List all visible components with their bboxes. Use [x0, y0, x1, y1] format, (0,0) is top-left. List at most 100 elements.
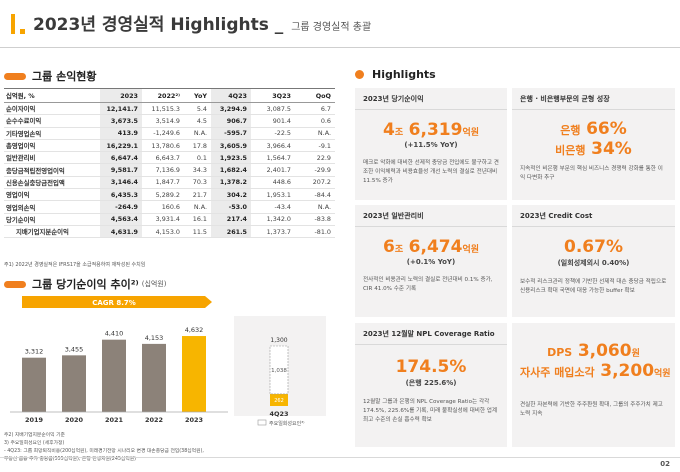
table-cell: -595.7 — [211, 127, 251, 140]
section-pill-icon — [4, 72, 26, 80]
table-cell: 4,153.0 — [142, 225, 184, 239]
card-paren: (+0.1% YoY) — [406, 258, 456, 266]
card-paren: (일회성제외시 0.40%) — [557, 259, 630, 267]
card-desc: 보수적 리스크관리 정책에 기반한 선제적 대손 충당금 적립으로 신용리스크 … — [520, 279, 667, 294]
table-cell: 217.4 — [211, 213, 251, 226]
table-cell: -53.0 — [211, 200, 251, 214]
line1-label: 은행 — [560, 124, 581, 137]
table-cell: 3,514.9 — [142, 114, 184, 128]
table-cell: 1,682.4 — [211, 163, 251, 177]
table-cell: -264.9 — [100, 200, 142, 214]
table-row: 신용손실충당금전입액 3,146.4 1,847.7 70.3 1,378.2 448.6… — [4, 176, 335, 190]
x-tick-label: 2022 — [145, 416, 163, 424]
table-cell: 304.2 — [211, 188, 251, 202]
chart-unit-label: (십억원) — [141, 280, 167, 288]
card-line2: 비은행 34% — [520, 139, 667, 159]
x-tick-label: 2021 — [105, 416, 124, 424]
table-cell: 4.5 — [184, 114, 211, 128]
table-cell: 16.1 — [184, 213, 211, 226]
table-cell: 1,373.7 — [251, 225, 295, 239]
table-cell: 3,931.4 — [142, 213, 184, 226]
table-row: 당기순이익 4,563.4 3,931.4 16.1 217.4 1,342.0 -83.8 — [4, 213, 335, 226]
chart-section-title: 그룹 당기순이익 추이²⁾ (십억원) — [4, 276, 167, 292]
row-label: 총영업이익 — [4, 139, 100, 153]
table-cell: N.A. — [295, 200, 335, 214]
highlights-title: Highlights — [355, 68, 436, 81]
table-row: 순수수료이익 3,673.5 3,514.9 4.5 906.7 901.4 0.6 — [4, 114, 335, 128]
col-header-2022: 2022²⁾ — [142, 88, 184, 103]
table-cell: -22.5 — [251, 127, 295, 140]
quarter-total-label: 1,300 — [270, 337, 287, 344]
table-cell: -1,249.6 — [142, 127, 184, 140]
chart-footnotes: 주2) 지배기업지분순이익 기준 3) 주요일회성요인 (세후가정) - 4Q2… — [4, 432, 204, 464]
table-cell: 261.5 — [211, 225, 251, 239]
bar-value-label: 4,410 — [105, 330, 124, 338]
table-header-row: 십억원, % 2023 2022²⁾ YoY 4Q23 3Q23 QoQ — [4, 88, 335, 103]
bar-2022 — [142, 343, 166, 412]
card-desc: 전사적인 비용관리 노력의 결실로 전년대비 0.1% 증가, CIR 41.0… — [363, 277, 493, 292]
card-sga: 2023년 일반관리비 6조 6,474억원 (+0.1% YoY) 전사적인 … — [355, 205, 507, 317]
header-accent-bar — [11, 14, 15, 34]
table-cell: 70.3 — [184, 176, 211, 190]
table-cell: 6,435.3 — [100, 188, 142, 202]
table-cell: -43.4 — [251, 200, 295, 214]
card-head: 2023년 일반관리비 — [355, 205, 507, 227]
table-cell: 1,847.7 — [142, 176, 184, 190]
table-row: 지배기업지분순이익 4,631.9 4,153.0 11.5 261.5 1,373.7-… — [4, 225, 335, 239]
page-subtitle: 그룹 경영실적 총괄 — [291, 22, 372, 33]
table-cell: 901.4 — [251, 114, 295, 128]
section-pill-icon — [4, 280, 26, 288]
table-cell: 5.4 — [184, 102, 211, 116]
bar-2023 — [182, 336, 206, 412]
line2-value: 3,200 — [600, 361, 655, 381]
line1-unit: 원 — [631, 349, 640, 359]
card-line2: 자사주 매입소각 3,200억원 — [520, 361, 671, 381]
big-pre: 6 — [382, 237, 395, 257]
highlights-title-text: Highlights — [372, 68, 436, 81]
page-number: 02 — [660, 460, 670, 468]
net-income-chart: 3,312 2019 3,455 2020 4,410 2021 4,153 2022 4,63… — [10, 296, 326, 427]
table-row: 기타영업손익 413.9 -1,249.6 N.A. -595.7 -22.5 N.A. — [4, 127, 335, 140]
income-table: 십억원, % 2023 2022²⁾ YoY 4Q23 3Q23 QoQ 순이자… — [4, 88, 335, 239]
line1-value: 3,060 — [577, 341, 632, 361]
row-label: 충당금적립전영업이익 — [4, 163, 100, 177]
header-accent-dot — [20, 29, 25, 34]
table-cell: 3,146.4 — [100, 176, 142, 190]
row-label: 지배기업지분순이익 — [4, 225, 100, 239]
card-head: 은행 · 비은행부문의 균형 성장 — [512, 88, 675, 110]
table-cell: -9.1 — [295, 139, 335, 153]
chart-footnote-line: 주2) 지배기업지분순이익 기준 — [4, 433, 65, 438]
table-cell: -81.0 — [295, 225, 335, 239]
table-cell: 1,378.2 — [211, 176, 251, 190]
table-cell: 12,141.7 — [100, 102, 142, 116]
card-desc: 견실한 자본력에 기반한 주주환원 확대, 그룹의 주주가치 제고 노력 지속 — [520, 402, 663, 417]
bar-value-label: 4,632 — [185, 326, 204, 334]
table-cell: 17.8 — [184, 139, 211, 153]
row-label: 순이자이익 — [4, 102, 100, 116]
chart-footnote-line: 3) 주요일회성요인 (세후가정) — [4, 441, 65, 446]
chart-section-title-text: 그룹 당기순이익 추이²⁾ — [32, 278, 139, 291]
card-big-value: 174.5% — [363, 357, 499, 377]
card-npl-coverage: 2023년 12월말 NPL Coverage Ratio 174.5% (은행… — [355, 323, 507, 447]
bar-2019 — [22, 357, 46, 412]
legend-label: 주요일회성요인³⁾ — [269, 420, 304, 427]
chart-footnote-line: 부동산 금융 추가 충당금(555십억원), 은행 민생지원(245십억원) — [4, 457, 137, 462]
card-big-value: 0.67% — [520, 237, 667, 257]
table-row: 영업이익 6,435.3 5,289.2 21.7 304.2 1,953.1 -84.4 — [4, 188, 335, 202]
card-big-value: 6조 6,474억원 — [363, 237, 499, 257]
table-cell: 6,643.7 — [142, 151, 184, 165]
table-cell: 34.3 — [184, 163, 211, 177]
row-label: 기타영업손익 — [4, 127, 100, 140]
bar-2021 — [102, 339, 126, 412]
income-section-title-text: 그룹 손익현황 — [32, 70, 97, 83]
table-cell: 11,515.3 — [142, 102, 184, 116]
table-cell: 4,563.4 — [100, 213, 142, 226]
card-desc: 12월말 그룹과 은행의 NPL Coverage Ratio는 각각 174.… — [363, 399, 498, 423]
table-row: 총영업이익 16,229.1 13,780.6 17.8 3,605.9 3,966.4-… — [4, 139, 335, 153]
bar-value-label: 3,312 — [25, 348, 44, 356]
line1-label: DPS — [547, 346, 573, 359]
table-cell: -84.4 — [295, 188, 335, 202]
big-main: 174.5% — [395, 357, 467, 377]
quarter-bar-onetime — [269, 345, 289, 395]
